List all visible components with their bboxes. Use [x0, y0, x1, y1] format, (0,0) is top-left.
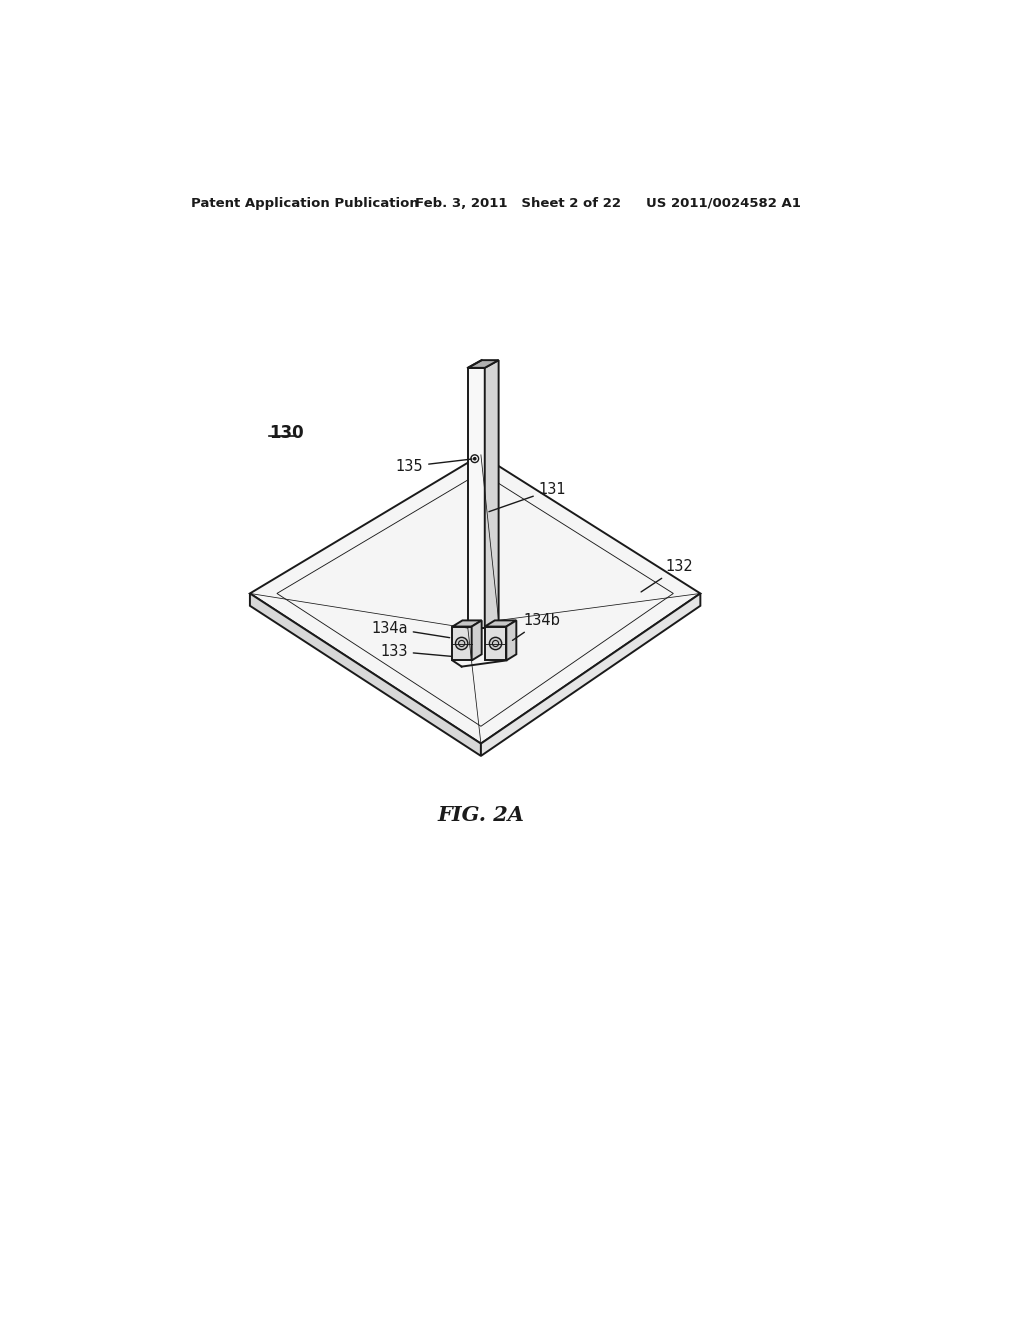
Circle shape: [471, 455, 478, 462]
Polygon shape: [484, 620, 516, 627]
Polygon shape: [472, 620, 481, 660]
Polygon shape: [453, 627, 472, 660]
Polygon shape: [250, 594, 481, 756]
Text: 133: 133: [380, 644, 452, 659]
Polygon shape: [453, 620, 481, 627]
Text: 132: 132: [641, 558, 693, 591]
Polygon shape: [481, 594, 700, 756]
Polygon shape: [250, 455, 700, 743]
Text: 130: 130: [269, 424, 304, 442]
Text: 135: 135: [395, 459, 472, 474]
Circle shape: [489, 638, 502, 649]
Text: 134b: 134b: [512, 612, 560, 640]
Text: 131: 131: [488, 482, 566, 512]
Polygon shape: [484, 360, 499, 628]
Polygon shape: [484, 627, 506, 660]
Polygon shape: [468, 360, 499, 368]
Text: Feb. 3, 2011   Sheet 2 of 22: Feb. 3, 2011 Sheet 2 of 22: [416, 197, 622, 210]
Polygon shape: [506, 620, 516, 660]
Polygon shape: [468, 368, 484, 628]
Circle shape: [473, 458, 476, 459]
Text: FIG. 2A: FIG. 2A: [437, 805, 524, 825]
Text: US 2011/0024582 A1: US 2011/0024582 A1: [646, 197, 802, 210]
Text: Patent Application Publication: Patent Application Publication: [190, 197, 419, 210]
Text: 134a: 134a: [371, 620, 450, 638]
Circle shape: [456, 638, 468, 649]
